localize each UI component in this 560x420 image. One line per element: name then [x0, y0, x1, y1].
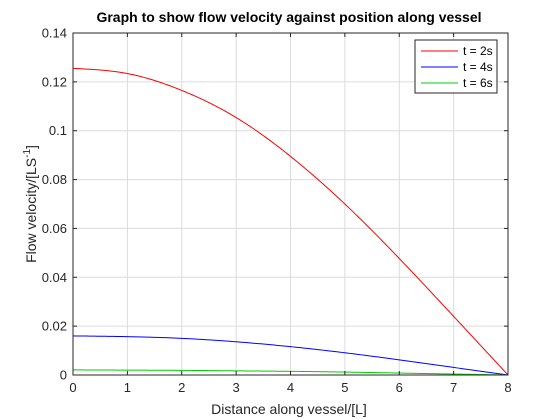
y-axis-label-superscript: -1	[22, 149, 33, 158]
series-line-1	[72, 67, 509, 376]
y-axis-label-end: ]	[23, 145, 39, 149]
y-tick-label: 0.1	[49, 123, 67, 138]
legend-label-1: t = 2s	[463, 44, 493, 58]
x-tick-label: 1	[124, 380, 131, 395]
y-tick-label: 0	[60, 368, 67, 383]
x-tick-label: 7	[450, 380, 457, 395]
legend: t = 2s t = 4s t = 6s	[414, 39, 498, 94]
y-tick-label: 0.04	[42, 270, 67, 285]
x-tick-label: 8	[504, 380, 511, 395]
y-axis-label-main: Flow velocity/[LS	[23, 158, 39, 263]
legend-label-2: t = 4s	[463, 60, 493, 74]
x-tick-label: 3	[233, 380, 240, 395]
x-axis-label: Distance along vessel/[L]	[211, 401, 367, 417]
chart-title: Graph to show flow velocity against posi…	[96, 9, 481, 25]
y-tick-label: 0.12	[42, 74, 67, 89]
y-tick-label: 0.06	[42, 221, 67, 236]
x-tick-label: 2	[178, 380, 185, 395]
y-tick-label: 0.14	[42, 26, 67, 41]
legend-label-3: t = 6s	[463, 76, 493, 90]
x-tick-label: 4	[287, 380, 294, 395]
x-tick-label: 6	[396, 380, 403, 395]
y-axis-label: Flow velocity/[LS-1]	[22, 145, 39, 263]
series-line-2	[72, 335, 509, 376]
y-tick-label: 0.08	[42, 172, 67, 187]
y-tick-labels: 0 0.02 0.04 0.06 0.08 0.1 0.12 0.14	[42, 26, 67, 383]
y-tick-label: 0.02	[42, 319, 67, 334]
tick-marks	[72, 32, 509, 376]
x-tick-label: 0	[69, 380, 76, 395]
x-tick-labels: 0 1 2 3 4 5 6 7 8	[69, 380, 511, 395]
x-tick-label: 5	[341, 380, 348, 395]
